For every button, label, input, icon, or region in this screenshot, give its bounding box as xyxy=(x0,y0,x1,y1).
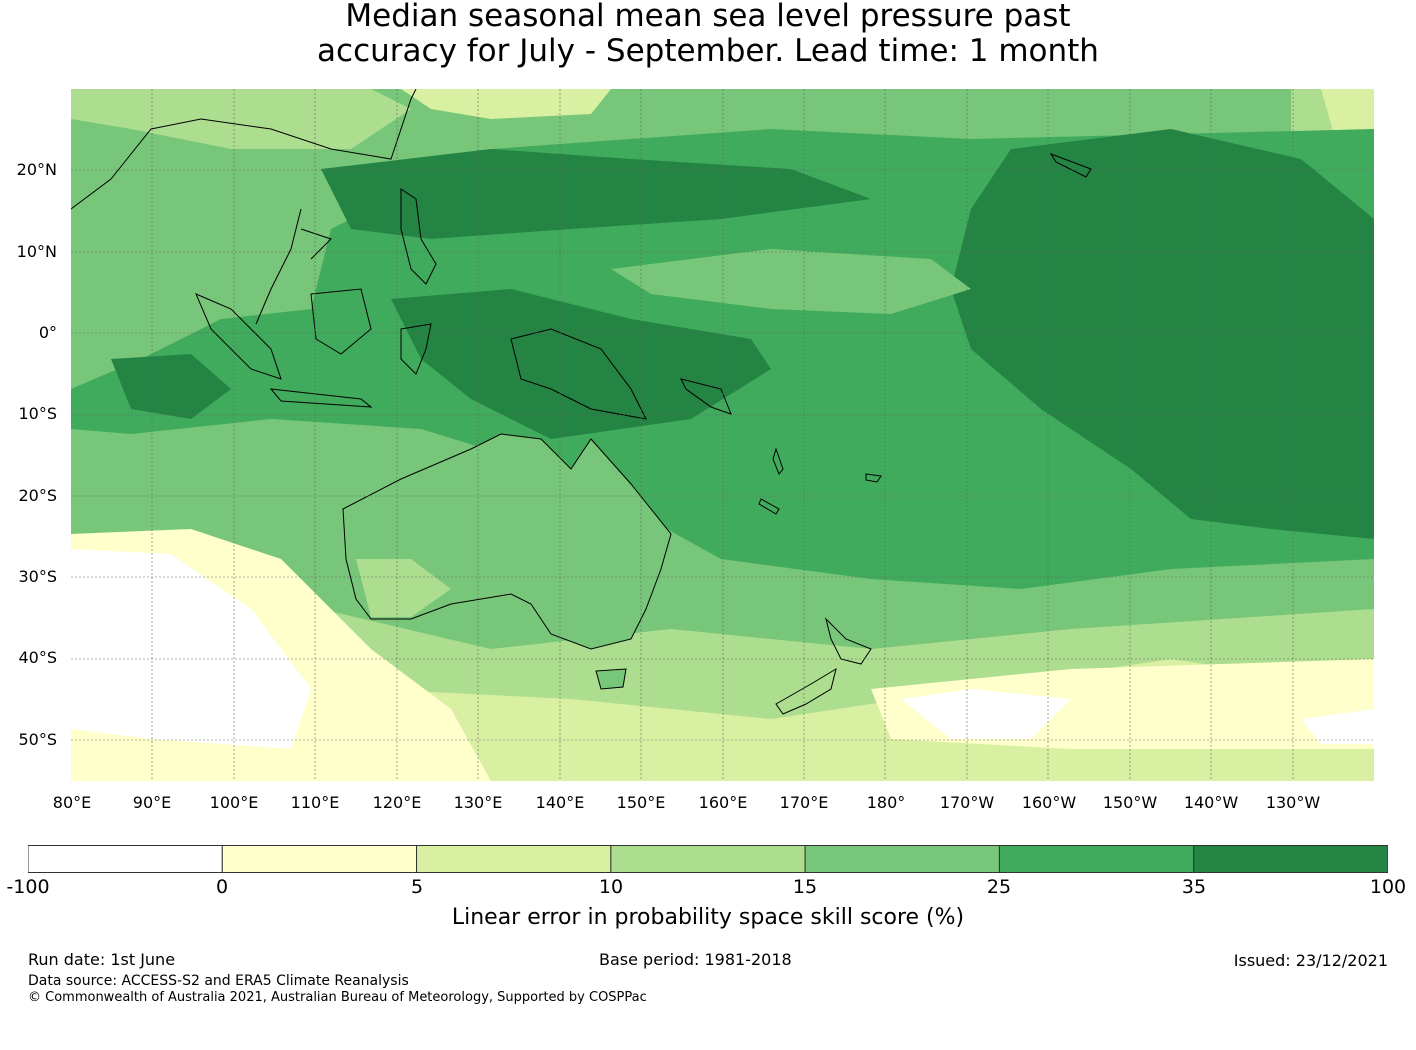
lon-label: 80°E xyxy=(52,793,92,812)
title-line-2: accuracy for July - September. Lead time… xyxy=(317,33,1099,69)
colorbar-swatch xyxy=(1193,845,1389,873)
solomon-islands xyxy=(680,378,732,415)
new-caledonia xyxy=(758,498,780,515)
lon-label: 170°E xyxy=(779,793,829,812)
lon-label: 130°W xyxy=(1265,793,1321,812)
lon-label: 140°E xyxy=(535,793,585,812)
skill-score-map xyxy=(71,89,1374,781)
australia-southwest-interior xyxy=(356,559,451,617)
lon-label: 170°W xyxy=(939,793,995,812)
colorbar-swatch xyxy=(998,845,1195,873)
lon-label: 120°E xyxy=(372,793,422,812)
java xyxy=(269,388,373,408)
north-patch-0-5 xyxy=(401,89,611,119)
lat-label: 20°N xyxy=(16,160,57,179)
colorbar-tick: 10 xyxy=(598,876,624,898)
pacific-strip-15-25 xyxy=(611,249,971,314)
colorbar-label: Linear error in probability space skill … xyxy=(451,905,965,930)
lon-label: 110°E xyxy=(290,793,340,812)
lat-label: 40°S xyxy=(18,648,57,667)
colorbar-tick: 35 xyxy=(1181,876,1207,898)
copyright: © Commonwealth of Australia 2021, Austra… xyxy=(28,990,647,1005)
colorbar-tick: 5 xyxy=(410,876,424,898)
colorbar-swatch xyxy=(221,845,418,873)
colorbar-tick: 0 xyxy=(215,876,229,898)
colorbar-tick: -100 xyxy=(6,876,50,898)
colorbar-tick: 25 xyxy=(986,876,1012,898)
new-zealand-south-island xyxy=(775,667,837,715)
lat-label: 10°S xyxy=(18,404,57,423)
negative-area-southeast xyxy=(1301,709,1374,744)
fiji xyxy=(865,473,882,483)
map-gridlines xyxy=(71,89,1374,781)
north-patch-5-10 xyxy=(71,89,411,149)
sulawesi xyxy=(400,323,432,375)
indian-ocean-core-35-100 xyxy=(111,354,231,419)
vanuatu xyxy=(772,447,784,475)
title-line-1: Median seasonal mean sea level pressure … xyxy=(345,0,1071,34)
tasmania xyxy=(595,668,627,690)
colorbar-swatch xyxy=(27,845,223,873)
philippines xyxy=(400,188,437,285)
lon-label: 160°E xyxy=(698,793,748,812)
lon-label: 150°E xyxy=(616,793,666,812)
southeast-asia-mainland xyxy=(71,89,417,325)
negative-area-pacific xyxy=(901,689,1071,739)
lon-label: 150°W xyxy=(1102,793,1158,812)
base-period: Base period: 1981-2018 xyxy=(599,950,792,969)
negative-area-indian-ocean xyxy=(71,549,311,749)
colorbar xyxy=(27,845,1389,873)
colorbar-tick: 15 xyxy=(792,876,818,898)
lat-label: 20°S xyxy=(18,486,57,505)
data-source: Data source: ACCESS-S2 and ERA5 Climate … xyxy=(28,973,409,989)
colorbar-swatch xyxy=(610,845,806,873)
lon-label: 160°W xyxy=(1021,793,1077,812)
lon-label: 100°E xyxy=(209,793,259,812)
lon-label: 90°E xyxy=(132,793,172,812)
lat-label: 0° xyxy=(38,323,57,342)
colorbar-swatch xyxy=(804,845,1000,873)
lon-label: 140°W xyxy=(1183,793,1239,812)
maritime-core-35-100 xyxy=(391,289,771,439)
hawaii xyxy=(1049,153,1092,178)
colorbar-swatch xyxy=(416,845,612,873)
new-zealand-north-island xyxy=(825,617,872,665)
colorbar-tick: 100 xyxy=(1369,876,1407,898)
lat-label: 30°S xyxy=(18,567,57,586)
lat-label: 50°S xyxy=(18,730,57,749)
borneo xyxy=(310,288,372,355)
lon-label: 180° xyxy=(866,793,906,812)
north-pacific-core-35-100 xyxy=(321,149,871,239)
run-date: Run date: 1st June xyxy=(28,950,176,969)
new-guinea xyxy=(510,328,647,420)
lon-label: 130°E xyxy=(453,793,503,812)
sumatra xyxy=(195,293,282,380)
lat-label: 10°N xyxy=(16,242,57,261)
issued-date: Issued: 23/12/2021 xyxy=(1233,951,1388,970)
east-pacific-core-35-100 xyxy=(951,129,1374,539)
